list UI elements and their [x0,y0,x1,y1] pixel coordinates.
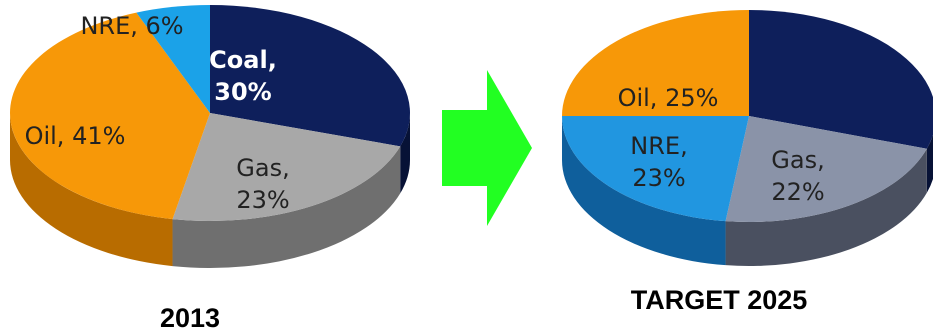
pie-side-coal [400,113,410,194]
pie-chart-2013: Coal, 30% Gas, 23% Oil, 41% NRE, 6% [10,5,410,268]
pie-side-gas [725,148,927,266]
chart-title-2013: 2013 [160,303,220,333]
slice-label-oil: Oil, 25% [618,84,719,112]
pie-slice-coal [210,5,410,147]
slice-label-coal: Coal, [209,46,277,74]
slice-value-gas: 22% [771,178,824,206]
slice-label-nre: NRE, [630,132,687,160]
pie-side-oil [10,113,173,267]
pie-side-gas [172,146,401,268]
pie-side-coal [926,134,933,193]
pie-slice-gas [725,116,927,222]
slice-label-nre: NRE, 6% [80,12,183,40]
pie-side-nre [562,116,726,266]
pie-slice-coal [749,10,933,149]
slice-label-gas: Gas, [236,154,289,182]
pie-slice-nre [562,116,749,222]
chart-title-2025: TARGET 2025 [631,285,808,315]
slice-label-gas: Gas, [771,146,824,174]
pie-slice-oil [562,10,749,116]
pie-slice-oil [10,12,210,220]
pie-slice-gas [172,113,401,221]
pie-chart-2025: Gas, 22% NRE, 23% Oil, 25% [562,10,933,266]
slice-value-coal: 30% [214,78,271,106]
slice-value-gas: 23% [236,186,289,214]
slice-value-nre: 23% [632,164,685,192]
transition-arrow [442,70,532,226]
slice-label-oil: Oil, 41% [25,122,126,150]
pie-slice-nre [136,5,210,113]
